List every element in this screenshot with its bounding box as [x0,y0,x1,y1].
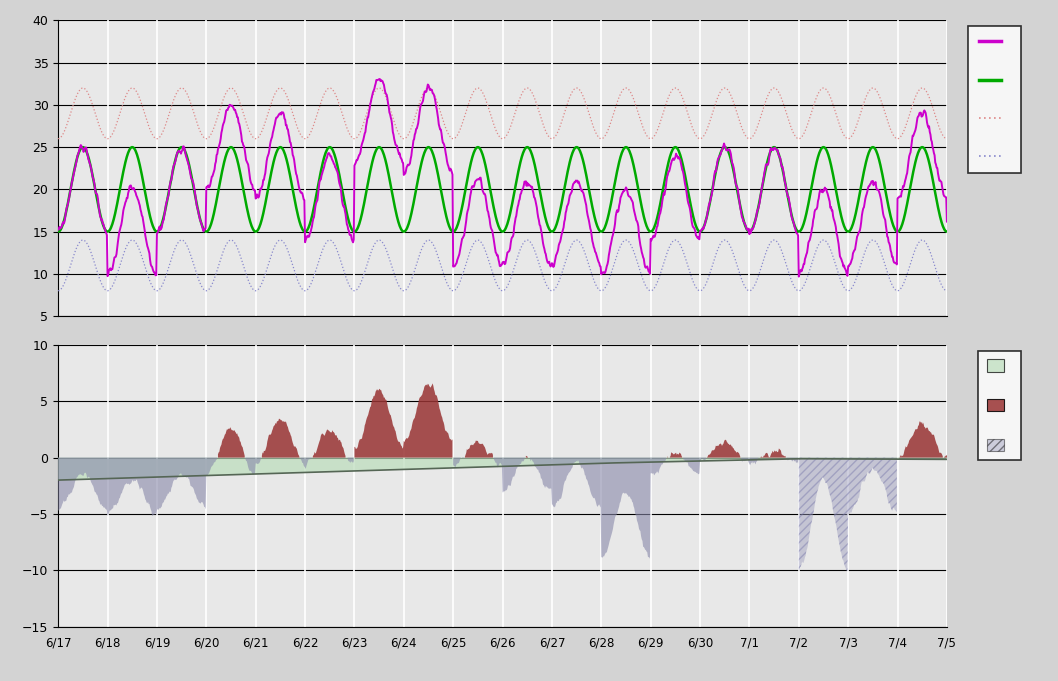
Legend: , , , : , , , [968,26,1021,174]
Legend: , , : , , [978,351,1021,460]
